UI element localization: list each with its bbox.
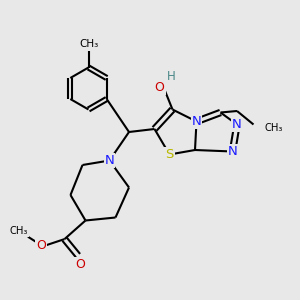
Text: O: O bbox=[155, 81, 164, 94]
Text: N: N bbox=[232, 118, 242, 131]
Text: H: H bbox=[167, 70, 176, 83]
Text: CH₃: CH₃ bbox=[10, 226, 28, 236]
Text: N: N bbox=[105, 154, 114, 167]
Text: N: N bbox=[192, 115, 201, 128]
Text: S: S bbox=[165, 148, 174, 161]
Text: N: N bbox=[228, 145, 237, 158]
Text: CH₃: CH₃ bbox=[79, 39, 98, 50]
Text: O: O bbox=[36, 238, 46, 252]
Text: O: O bbox=[76, 257, 85, 271]
Text: CH₃: CH₃ bbox=[265, 123, 283, 133]
